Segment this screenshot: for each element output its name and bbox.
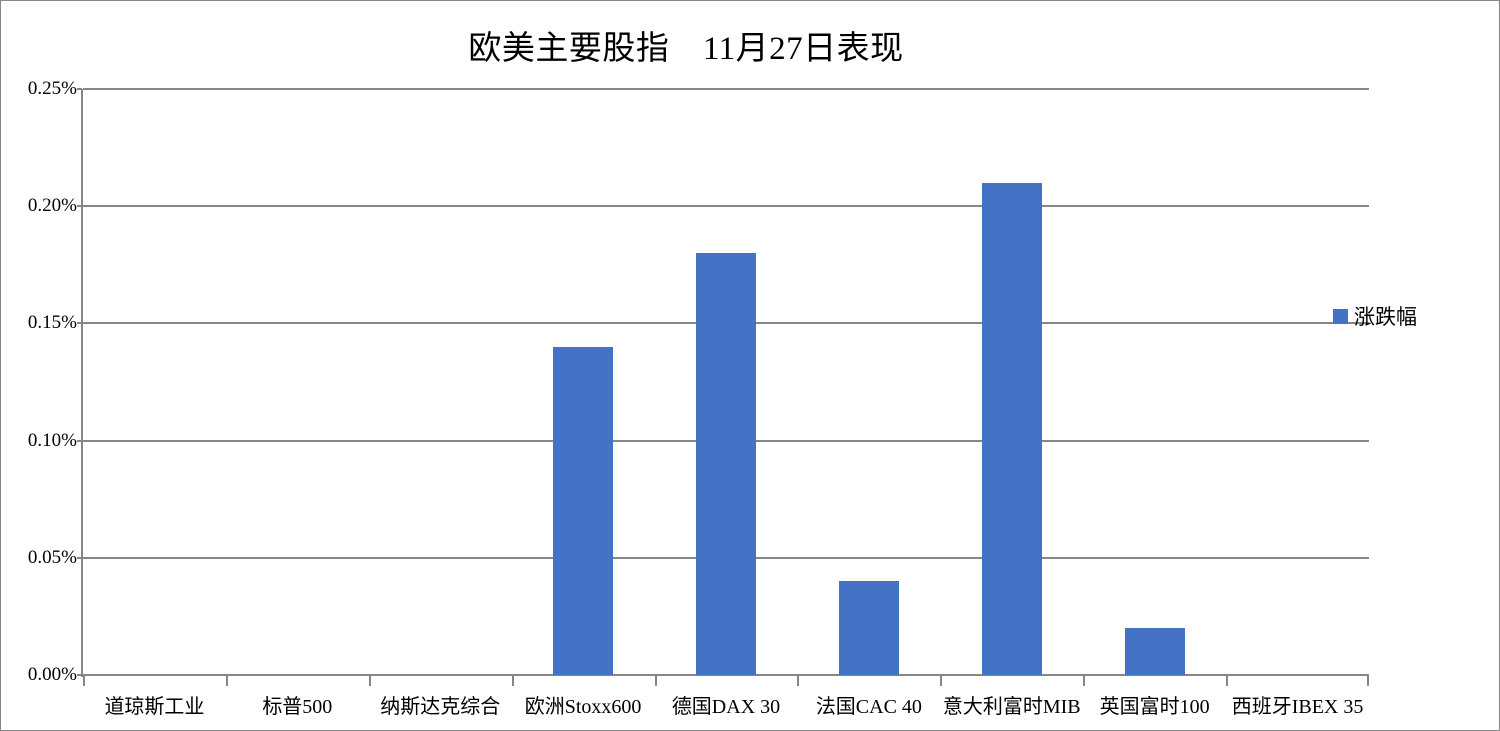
legend: 涨跌幅: [1333, 301, 1417, 331]
x-axis-tick-mark: [225, 676, 228, 686]
x-axis-tick-mark: [940, 676, 943, 686]
x-axis-category-label: 法国CAC 40: [815, 696, 922, 718]
y-axis-tick-mark: [77, 88, 82, 90]
bar: [838, 581, 899, 675]
x-axis-line: [81, 674, 1369, 676]
x-axis-tick-mark: [83, 676, 85, 686]
y-axis-tick-mark: [77, 556, 82, 559]
x-axis-category-label: 西班牙IBEX 35: [1231, 696, 1364, 718]
x-axis-tick-mark: [1226, 676, 1229, 686]
y-axis-tick-label: 0.10%: [27, 429, 77, 451]
y-axis-tick-label: 0.05%: [27, 546, 77, 568]
y-axis-tick-label: 0.20%: [27, 195, 77, 217]
y-axis-tick-label: 0.00%: [27, 664, 77, 685]
x-axis-tick-mark: [797, 676, 800, 686]
bar: [1124, 628, 1185, 675]
x-axis-category-label: 道琼斯工业: [104, 696, 205, 718]
x-axis-category-label: 英国富时100: [1099, 696, 1210, 718]
y-axis-tick-labels: 0.25% 0.20% 0.15% 0.10% 0.05% 0.00%: [1, 1, 82, 730]
x-axis-category-label: 纳斯达克综合: [380, 696, 501, 718]
y-axis-tick-label: 0.25%: [27, 78, 77, 99]
legend-label: 涨跌幅: [1354, 305, 1417, 329]
x-axis-tick-mark: [1367, 676, 1369, 686]
gridline: [83, 205, 1369, 208]
y-axis-tick-mark: [77, 205, 82, 208]
x-axis-category-label: 意大利富时MIB: [942, 696, 1081, 718]
x-axis-tick-mark: [511, 676, 514, 686]
plot-area: [83, 88, 1369, 675]
y-axis-tick-label: 0.15%: [27, 312, 77, 334]
legend-swatch-icon: [1333, 308, 1348, 324]
y-axis-tick-mark: [77, 674, 82, 676]
bar: [695, 253, 756, 675]
y-axis-tick-mark: [77, 322, 82, 325]
x-axis-tick-mark: [1083, 676, 1086, 686]
x-axis-category-label: 德国DAX 30: [671, 696, 781, 718]
y-axis-line: [81, 89, 83, 677]
x-axis-tick-mark: [368, 676, 371, 686]
x-axis-categories: 道琼斯工业 标普500 纳斯达克综合 欧洲Stoxx600 德国DAX 30 法国CAC …: [83, 676, 1369, 730]
x-axis-category-label: 欧洲Stoxx600: [524, 696, 642, 718]
x-axis-tick-mark: [654, 676, 657, 686]
bar: [981, 182, 1042, 675]
x-axis-category-label: 标普500: [262, 696, 333, 718]
chart-title: 欧美主要股指 11月27日表现: [468, 31, 904, 67]
gridline: [83, 88, 1369, 90]
bar: [553, 346, 614, 675]
y-axis-tick-mark: [77, 439, 82, 442]
